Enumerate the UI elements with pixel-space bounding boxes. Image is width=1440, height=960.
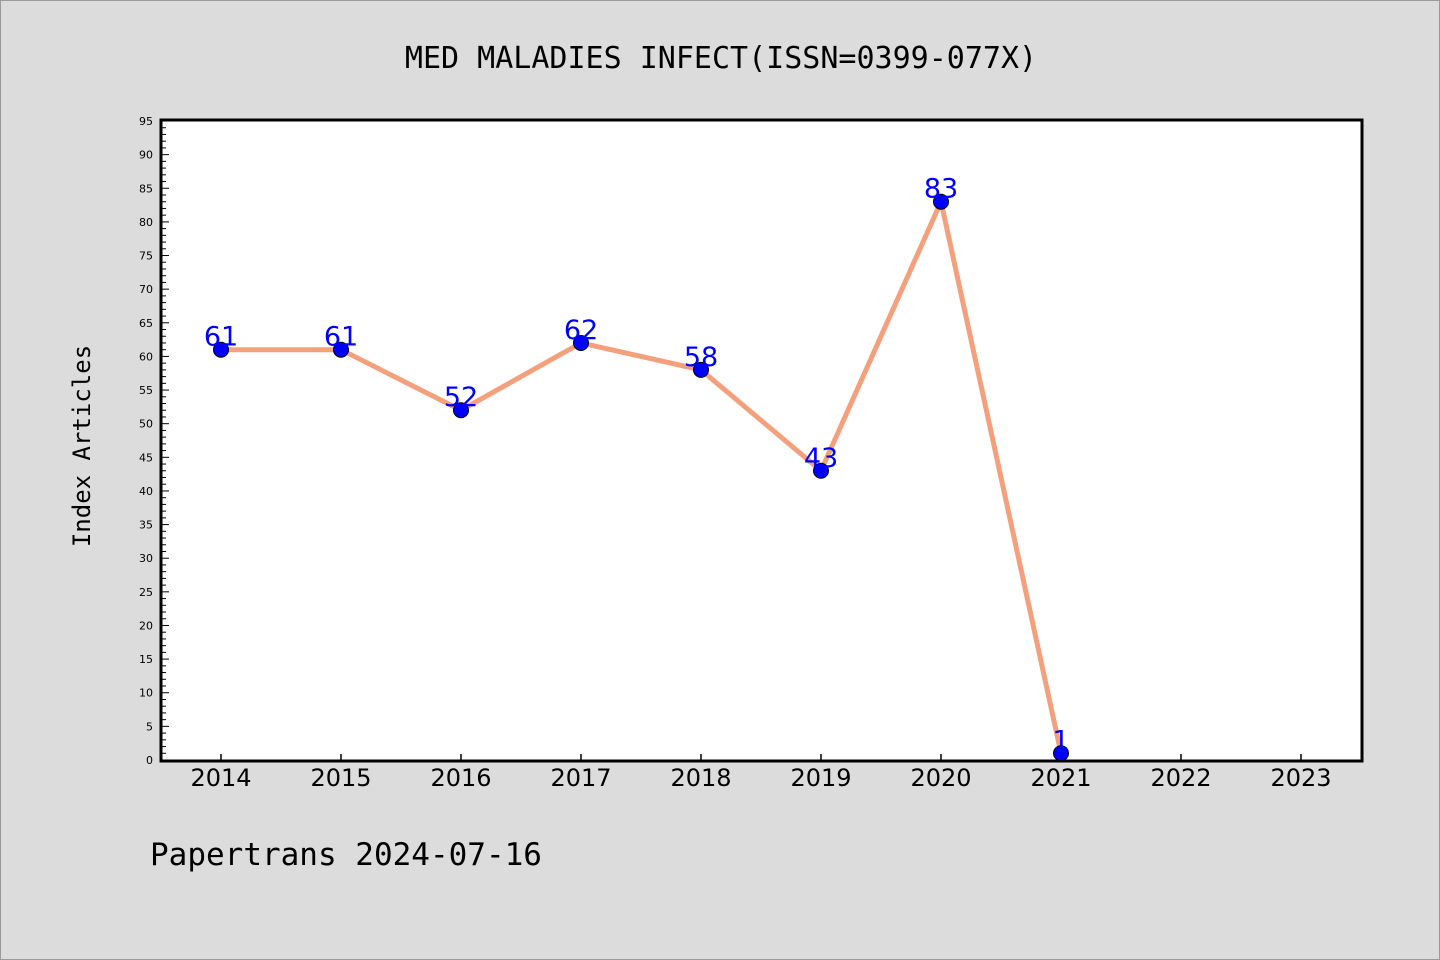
y-tick-label: 75 [139, 250, 153, 263]
x-tick-label: 2021 [1030, 764, 1091, 792]
data-label: 62 [564, 315, 598, 346]
x-tick-label: 2022 [1150, 764, 1211, 792]
x-tick-label: 2020 [910, 764, 971, 792]
data-label: 61 [324, 322, 358, 353]
y-tick-label: 25 [139, 586, 153, 599]
chart-title: MED MALADIES INFECT(ISSN=0399-077X) [405, 41, 1037, 76]
x-tick-label: 2015 [310, 764, 371, 792]
x-tick-label: 2019 [790, 764, 851, 792]
data-point [573, 334, 589, 351]
x-tick-label: 2016 [430, 764, 491, 792]
series-line [218, 199, 1064, 756]
y-tick-label: 60 [139, 350, 153, 363]
y-tick-label: 45 [139, 451, 153, 464]
y-tick-label: 15 [139, 653, 153, 666]
y-tick-label: 35 [139, 519, 153, 532]
y-tick-label: 85 [139, 182, 153, 195]
x-tick-label: 2018 [670, 764, 731, 792]
y-tick-label: 30 [139, 552, 153, 565]
data-point [213, 341, 229, 358]
x-tick-label: 2014 [190, 764, 251, 792]
y-tick-label: 95 [139, 115, 153, 128]
data-label: 61 [204, 322, 238, 353]
y-tick-label: 20 [139, 619, 153, 632]
y-tick-label: 50 [139, 418, 153, 431]
x-tick-label: 2023 [1270, 764, 1331, 792]
data-point [333, 341, 349, 358]
data-point [693, 361, 709, 378]
y-tick-label: 5 [146, 720, 153, 733]
y-tick-label: 70 [139, 283, 153, 296]
data-label: 58 [684, 342, 718, 373]
y-tick-label: 65 [139, 317, 153, 330]
y-tick-label: 0 [146, 754, 153, 767]
x-tick-label: 2017 [550, 764, 611, 792]
y-tick-label: 80 [139, 216, 153, 229]
data-label: 43 [804, 443, 838, 474]
data-point [1053, 745, 1069, 762]
plot-area [159, 118, 1364, 763]
y-tick-label: 55 [139, 384, 153, 397]
x-axis-ticks: 2014 2015 2016 2017 2018 2019 2020 2021 2022 2023 [190, 754, 1332, 792]
footer-source-date: Papertrans 2024-07-16 [150, 837, 542, 873]
y-axis-ticks: 0 5 10 15 20 25 30 35 40 45 50 55 60 65 70 75 80 85 90 95 [139, 115, 169, 767]
data-label: 1 [1052, 725, 1069, 756]
data-label: 83 [924, 174, 958, 205]
series-layer: 61 61 52 62 58 43 83 1 [204, 174, 1070, 762]
data-label: 52 [444, 382, 478, 413]
data-point [933, 193, 949, 210]
y-tick-label: 10 [139, 687, 153, 700]
y-axis-label: Index Articles [68, 345, 96, 547]
data-point [453, 402, 469, 419]
data-point [813, 462, 829, 479]
y-tick-label: 40 [139, 485, 153, 498]
y-tick-label: 90 [139, 149, 153, 162]
